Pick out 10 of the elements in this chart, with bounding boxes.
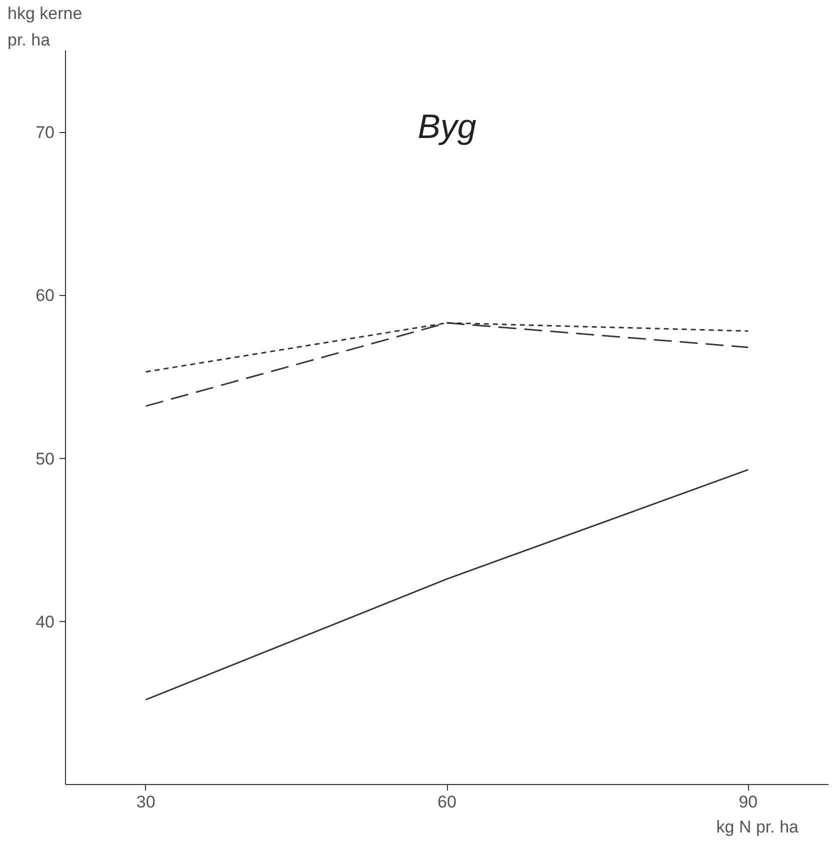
text: Byg (418, 108, 476, 146)
y-tick-label: 50 (36, 449, 55, 468)
y-tick-label: 70 (36, 123, 55, 142)
x-tick-label: 90 (738, 792, 758, 812)
x-tick-label: 30 (136, 792, 156, 812)
x-tick-label: 60 (438, 792, 456, 812)
y-tick-label: 40 (36, 612, 55, 632)
x-axis-title: kg N pr. ha (716, 818, 800, 836)
y-tick-label: 60 (36, 286, 55, 306)
y-axis-title: hkg kerne pr. ha (8, 4, 82, 50)
